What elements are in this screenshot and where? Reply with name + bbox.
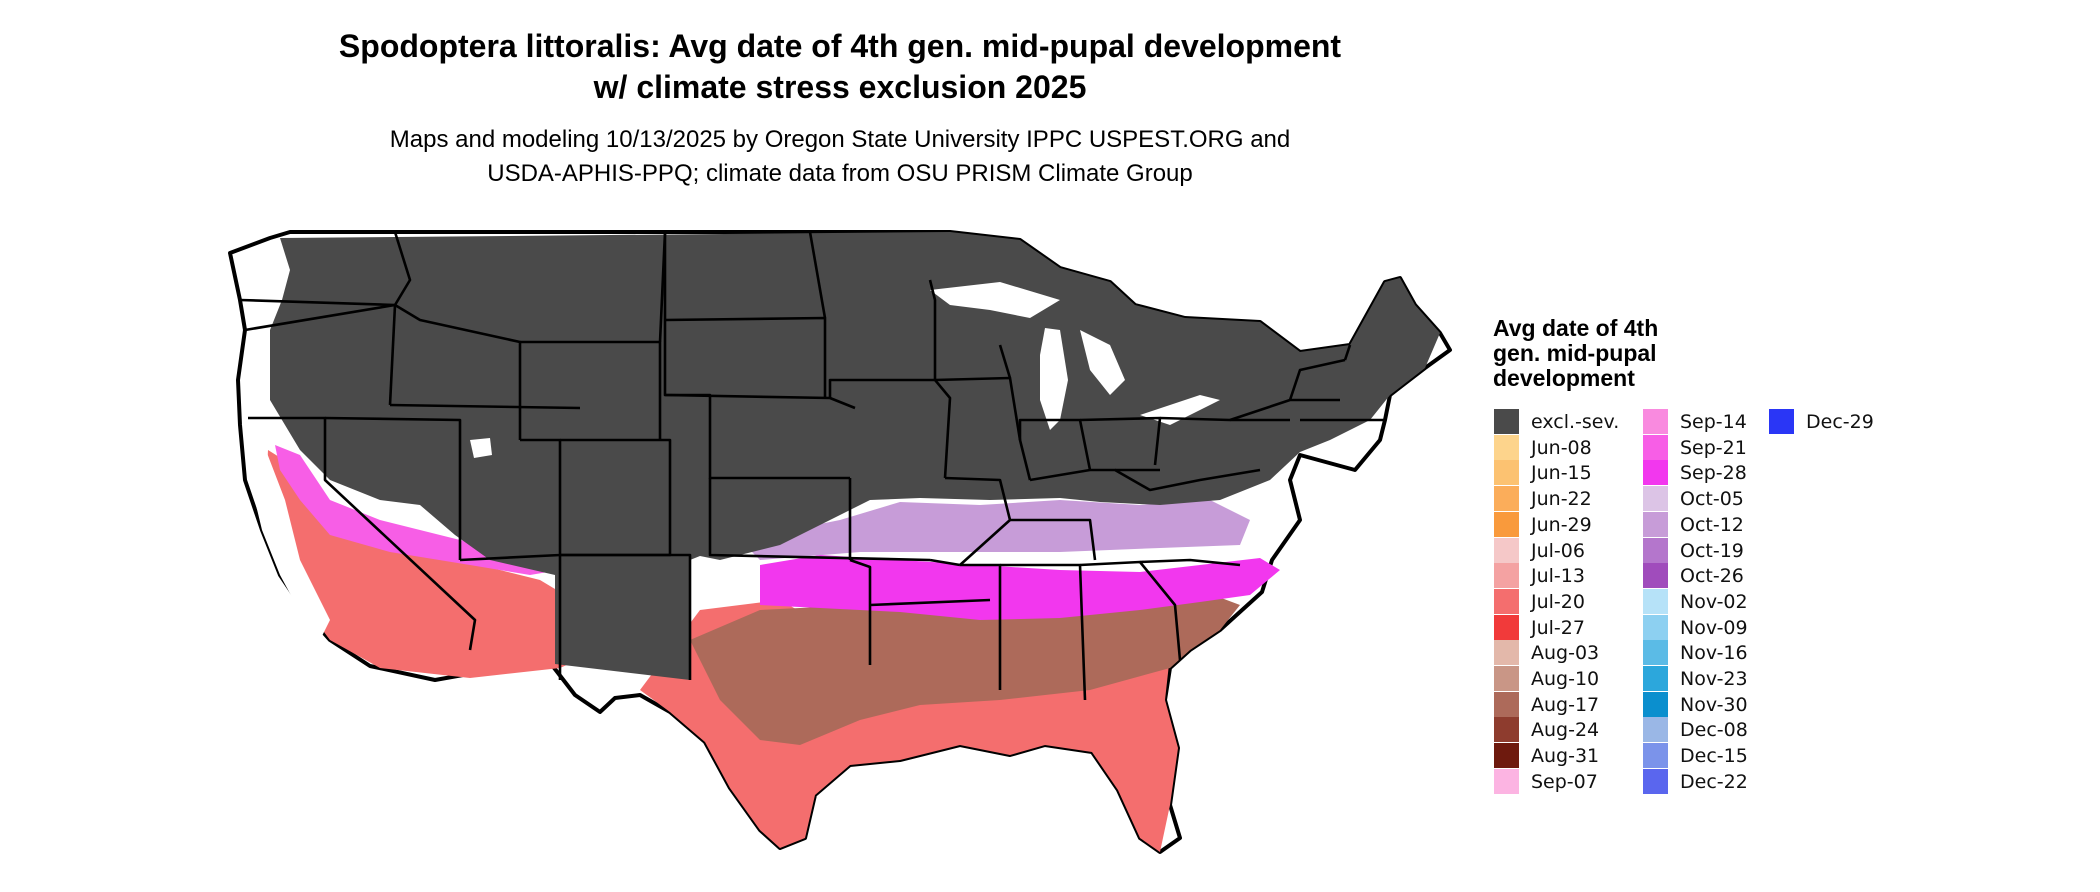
legend-swatch: [1643, 511, 1668, 537]
legend-label: Dec-08: [1680, 719, 1748, 742]
legend-swatch: [1643, 588, 1668, 614]
legend-swatch: [1494, 460, 1519, 486]
southwest-zone: [265, 450, 600, 678]
legend-swatch: [1494, 743, 1519, 769]
legend-swatch: [1643, 666, 1668, 691]
legend-swatch: [1494, 614, 1519, 640]
map-title: Spodoptera littoralis: Avg date of 4th g…: [230, 26, 1450, 108]
legend-label: Nov-30: [1680, 693, 1748, 716]
legend-label: Aug-10: [1531, 668, 1600, 690]
legend-swatch: [1643, 563, 1668, 589]
legend-swatch: [1643, 743, 1668, 769]
title-line-2: w/ climate stress exclusion 2025: [593, 69, 1087, 105]
title-line-1: Spodoptera littoralis: Avg date of 4th g…: [338, 28, 1342, 64]
legend-label: Nov-02: [1680, 590, 1748, 613]
legend-swatch: [1494, 409, 1519, 434]
legend-label: Jun-15: [1531, 462, 1592, 485]
legend-label: Jul-13: [1531, 565, 1585, 588]
legend-swatch: [1643, 460, 1668, 486]
legend-label: Nov-23: [1680, 668, 1748, 690]
california-coast-white: [245, 420, 330, 640]
legend-label: Sep-28: [1680, 462, 1747, 485]
legend-label: Aug-17: [1531, 693, 1600, 716]
legend-title: Avg date of 4th gen. mid-pupal developme…: [1493, 316, 1733, 391]
legend-swatch: [1643, 409, 1668, 434]
legend-swatch: [1494, 717, 1519, 743]
legend-label: Dec-29: [1806, 411, 1874, 433]
lake-superior: [930, 282, 1060, 318]
legend-swatch: [1494, 563, 1519, 589]
legend-swatch: [1494, 486, 1519, 512]
legend-label: Oct-05: [1680, 488, 1744, 511]
legend-label: Jul-27: [1531, 616, 1585, 639]
map-subtitle: Maps and modeling 10/13/2025 by Oregon S…: [230, 123, 1450, 191]
legend-label: Oct-26: [1680, 565, 1744, 588]
legend-swatch: [1643, 768, 1668, 794]
legend-label: Jul-20: [1531, 590, 1585, 613]
legend-swatch: [1494, 511, 1519, 537]
legend-label: Oct-12: [1680, 513, 1744, 536]
legend-swatch: [1643, 691, 1668, 717]
lake-huron: [1080, 330, 1125, 395]
state-boundaries: [239, 231, 1385, 701]
legend-label: Sep-14: [1680, 411, 1747, 433]
legend-label: Jun-08: [1531, 436, 1592, 459]
legend-swatch: [1643, 486, 1668, 512]
legend-swatch: [1643, 614, 1668, 640]
legend-title-line-2: gen. mid-pupal: [1493, 340, 1657, 366]
legend-swatch: [1769, 409, 1794, 434]
legend-swatch: [1494, 768, 1519, 794]
legend-label: Jun-29: [1531, 513, 1592, 536]
legend-title-line-3: development: [1493, 365, 1635, 391]
legend-label: Nov-16: [1680, 642, 1748, 665]
legend-label: excl.-sev.: [1531, 411, 1620, 433]
lake-michigan: [1040, 328, 1068, 430]
legend-label: Jul-06: [1531, 539, 1585, 562]
legend-label: Sep-07: [1531, 770, 1598, 793]
legend-swatch: [1643, 717, 1668, 743]
legend-label: Aug-31: [1531, 745, 1600, 768]
legend-swatch: [1494, 640, 1519, 666]
legend-label: Oct-19: [1680, 539, 1744, 562]
exclusion-region: [270, 232, 1440, 680]
legend-label: Dec-22: [1680, 770, 1748, 793]
legend-label: Sep-21: [1680, 436, 1747, 459]
subtitle-line-2: USDA-APHIS-PPQ; climate data from OSU PR…: [487, 160, 1193, 187]
legend-swatch: [1494, 537, 1519, 563]
subtitle-line-1: Maps and modeling 10/13/2025 by Oregon S…: [389, 126, 1291, 153]
southern-brown-zone: [690, 590, 1240, 745]
legend-swatch: [1643, 537, 1668, 563]
legend-swatch: [1643, 640, 1668, 666]
legend-swatch: [1494, 691, 1519, 717]
legend-label: Nov-09: [1680, 616, 1748, 639]
legend-swatch: [1494, 588, 1519, 614]
legend-swatch: [1643, 434, 1668, 460]
legend-label: Aug-03: [1531, 642, 1600, 665]
legend-title-line-1: Avg date of 4th: [1493, 315, 1659, 341]
legend-swatch: [1494, 434, 1519, 460]
legend-label: Aug-24: [1531, 719, 1600, 742]
legend-label: Jun-22: [1531, 488, 1592, 511]
legend-swatch: [1494, 666, 1519, 691]
southeast-purple-band: [740, 500, 1250, 560]
great-salt-lake: [470, 438, 492, 458]
legend-label: Dec-15: [1680, 745, 1748, 768]
